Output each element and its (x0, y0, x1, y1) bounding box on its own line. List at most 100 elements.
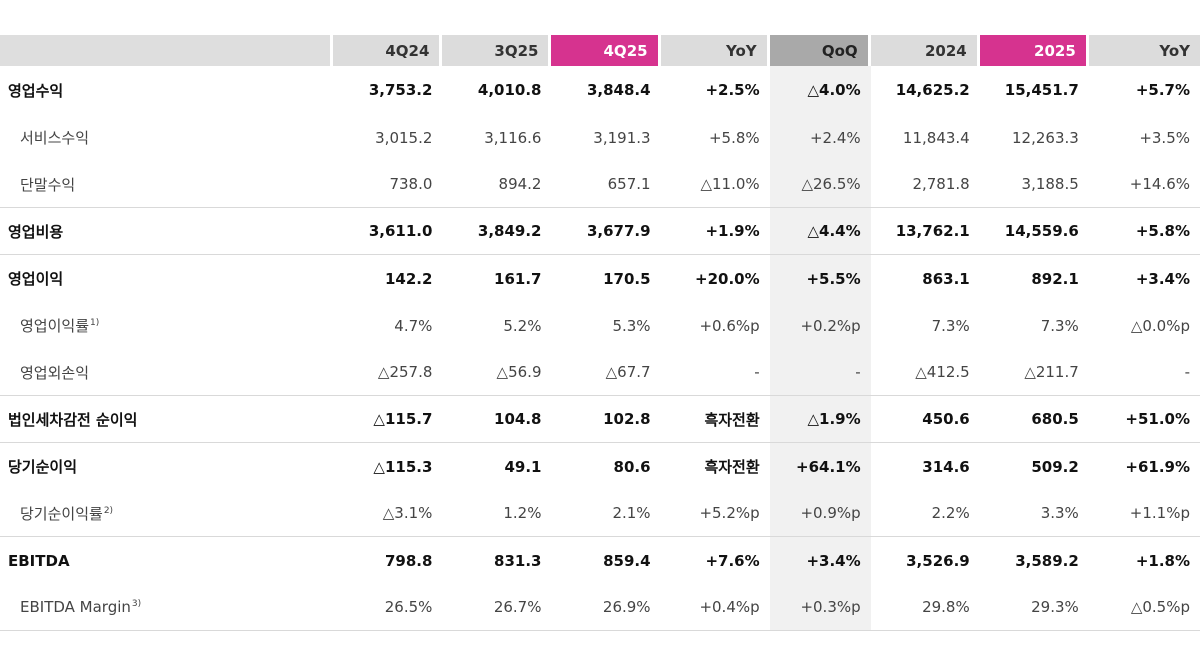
cell-2025: 3,589.2 (1015, 551, 1079, 570)
cell-2024: 29.8% (870, 584, 980, 631)
cell-yoy-annual: △0.0%p (1130, 316, 1190, 335)
cell-3q25: 5.2% (503, 316, 542, 335)
cell-yoy-annual: +14.6% (1088, 161, 1200, 208)
cell-4q25: 859.4 (603, 551, 651, 570)
cell-yoy-quarter: +5.2%p (660, 490, 770, 537)
cell-yoy-annual: +1.8% (1135, 551, 1190, 570)
cell-2024: 314.6 (922, 457, 970, 476)
cell-qoq: +3.4% (769, 537, 871, 584)
cell-3q25: 894.2 (442, 161, 552, 208)
cell-3q25: 831.3 (494, 551, 542, 570)
cell-qoq: +0.2%p (769, 302, 871, 349)
cell-yoy-quarter: +0.4%p (660, 584, 770, 631)
cell-qoq: - (769, 349, 871, 396)
cell-3q25: 4,010.8 (477, 81, 542, 99)
cell-qoq: △1.9% (769, 396, 871, 443)
row-label-text: 법인세차감전 순이익 (8, 410, 138, 429)
cell-yoy-quarter: 흑자전환 (660, 396, 770, 443)
cell-2024: △412.5 (870, 349, 980, 396)
header-cell-2024: 2024 (870, 35, 980, 66)
row-label: 영업이익률1) (0, 302, 333, 349)
cell-yoy-annual: +5.7% (1135, 81, 1190, 99)
cell-yoy-quarter: +20.0% (695, 269, 760, 288)
cell-2024: 2,781.8 (870, 161, 980, 208)
cell-yoy-annual: +3.4% (1135, 269, 1190, 288)
cell-2024: 863.1 (922, 269, 970, 288)
cell-4q24: 26.5% (333, 584, 443, 631)
cell-yoy-annual: +61.9% (1125, 457, 1190, 476)
cell-qoq: △4.4% (769, 208, 871, 255)
row-label: 영업수익 (0, 66, 333, 114)
cell-qoq: +0.9%p (769, 490, 871, 537)
cell-3q25: 26.7% (442, 584, 552, 631)
row-label-text: 영업이익 (8, 270, 64, 288)
cell-2024: 11,843.4 (902, 128, 970, 147)
footnote-marker: 3) (131, 599, 142, 609)
cell-yoy-annual: △0.5%p (1088, 584, 1200, 631)
cell-yoy-quarter: +0.6%p (699, 316, 760, 335)
cell-4q24: 3,611.0 (333, 208, 443, 255)
cell-4q24: △3.1% (333, 490, 443, 537)
table-row: 단말수익 738.0 894.2 657.1 △11.0% △26.5% 2,781.8 3,… (0, 161, 1200, 208)
row-label: EBITDA Margin3) (0, 584, 334, 631)
cell-yoy-annual: +5.8% (1088, 208, 1200, 255)
cell-4q25: 102.8 (551, 396, 661, 443)
cell-2025: 892.1 (1031, 269, 1079, 288)
cell-2025: 3.3% (979, 490, 1089, 537)
row-label-text: EBITDA (8, 551, 70, 570)
cell-2025: 15,451.7 (1004, 81, 1079, 99)
cell-2024: 13,762.1 (870, 208, 980, 255)
cell-2025: 12,263.3 (1012, 128, 1079, 147)
cell-yoy-annual: +51.0% (1088, 396, 1200, 443)
cell-2024: 3,526.9 (906, 551, 970, 570)
cell-4q25: 657.1 (551, 161, 661, 208)
row-label: 영업비용 (0, 208, 334, 255)
header-cell-2025: 2025 (979, 35, 1089, 66)
cell-qoq: +5.5% (769, 255, 871, 302)
cell-4q25: 3,677.9 (551, 208, 661, 255)
table-row: 영업이익률1) 4.7% 5.2% 5.3% +0.6%p +0.2%p 7.3% 7.3% △… (0, 302, 1200, 349)
cell-4q24: 4.7% (394, 316, 433, 335)
cell-qoq: +0.3%p (769, 584, 871, 631)
cell-4q24: 798.8 (384, 551, 433, 570)
row-label: 당기순이익 (0, 443, 333, 490)
cell-3q25: 3,849.2 (442, 208, 552, 255)
cell-4q24: △115.3 (373, 457, 433, 476)
header-cell-3q25: 3Q25 (442, 35, 552, 66)
row-label-text: 영업비용 (8, 222, 64, 241)
cell-yoy-annual: +3.5% (1139, 128, 1190, 147)
row-label: 법인세차감전 순이익 (0, 396, 334, 443)
cell-2025: 509.2 (1031, 457, 1079, 476)
cell-4q25: 3,191.3 (593, 128, 651, 147)
row-label-text: 영업외손익 (20, 363, 90, 382)
header-cell-yoy-quarter: YoY (660, 35, 770, 66)
header-cell-4q25: 4Q25 (551, 35, 661, 66)
table-row: EBITDA Margin3) 26.5% 26.7% 26.9% +0.4%p +0.3… (0, 584, 1200, 631)
row-label: 서비스수익 (0, 114, 333, 161)
cell-4q24: △115.7 (333, 396, 443, 443)
table-row: 영업비용 3,611.0 3,849.2 3,677.9 +1.9% △4.4% 13,76… (0, 208, 1200, 255)
row-label-text: 영업이익률 (20, 317, 90, 335)
cell-4q25: 2.1% (551, 490, 661, 537)
footnote-marker: 1) (90, 318, 100, 328)
cell-yoy-quarter: +7.6% (705, 551, 760, 570)
table-row: EBITDA 798.8 831.3 859.4 +7.6% +3.4% 3,526.9 3,… (0, 537, 1200, 584)
cell-yoy-annual: - (1088, 349, 1200, 396)
cell-qoq: △26.5% (769, 161, 871, 208)
row-label: EBITDA (0, 537, 333, 584)
financial-summary-table: 4Q24 3Q25 4Q25 YoY QoQ 2024 2025 YoY 영업수… (0, 35, 1200, 631)
cell-3q25: 161.7 (494, 269, 542, 288)
cell-3q25: 3,116.6 (484, 128, 542, 147)
cell-qoq: +64.1% (769, 443, 871, 490)
table-row: 법인세차감전 순이익 △115.7 104.8 102.8 흑자전환 △1.9% 450.6… (0, 396, 1200, 443)
cell-4q24: △257.8 (333, 349, 443, 396)
header-row: 4Q24 3Q25 4Q25 YoY QoQ 2024 2025 YoY (0, 35, 1200, 66)
cell-yoy-quarter: 흑자전환 (704, 458, 760, 476)
row-label-text: EBITDA Margin (20, 598, 131, 616)
row-label-text: 단말수익 (20, 175, 76, 194)
cell-2025: 3,188.5 (979, 161, 1089, 208)
table-row: 영업수익 3,753.2 4,010.8 3,848.4 +2.5% △4.0% 14,62… (0, 66, 1200, 114)
cell-yoy-annual: +1.1%p (1088, 490, 1200, 537)
table-row: 당기순이익률2) △3.1% 1.2% 2.1% +5.2%p +0.9%p 2.2% 3.3… (0, 490, 1200, 537)
row-label-text: 당기순이익 (8, 458, 78, 476)
